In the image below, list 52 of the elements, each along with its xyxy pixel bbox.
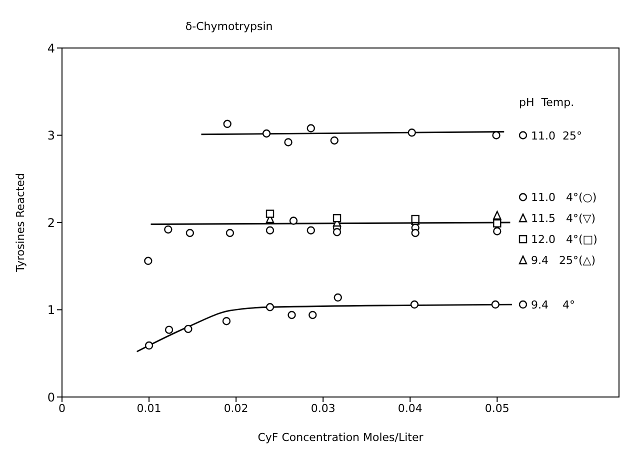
point [332, 228, 342, 236]
legend-label: 9.4 4° [531, 298, 575, 312]
legend-label: 11.0 4°(○) [531, 191, 597, 204]
point [493, 219, 502, 228]
point [491, 300, 500, 309]
point [164, 326, 174, 334]
point [408, 128, 416, 137]
point [262, 129, 271, 138]
x-tick-label: 0 [58, 402, 66, 415]
y-axis-title: Tyrosines Reacted [14, 172, 27, 274]
legend-label: 11.5 4°(▽) [531, 212, 596, 226]
chart-title: δ-Chymotrypsin [185, 20, 273, 33]
line-series [136, 304, 513, 352]
point [186, 228, 194, 238]
point [411, 228, 420, 238]
point [493, 227, 502, 236]
legend-label: 11.0 25° [531, 129, 582, 142]
point [266, 210, 274, 218]
legend-title: pH Temp. [519, 96, 574, 109]
x-tick-label: 0.03 [310, 402, 336, 415]
point [266, 226, 274, 234]
point [284, 138, 292, 146]
point [288, 310, 296, 320]
point [144, 341, 154, 350]
point [306, 124, 316, 132]
point [144, 256, 152, 265]
y-tick-label: 2 [47, 216, 55, 230]
legend-label: 9.4 25°(△) [531, 254, 596, 268]
point [493, 210, 502, 220]
y-tick-label: 1 [47, 303, 55, 318]
x-tick-label: 0.05 [484, 402, 510, 415]
point [308, 310, 317, 320]
y-tick-label: 3 [47, 128, 55, 143]
point [332, 214, 342, 222]
point [289, 216, 298, 225]
x-axis-title: CyF Concentration Moles/Liter [258, 431, 424, 444]
point [164, 225, 172, 234]
point [266, 303, 274, 312]
y-tick-label: 4 [47, 41, 55, 56]
point [410, 300, 419, 309]
point [222, 316, 231, 326]
point [184, 324, 192, 334]
y-tick-label: 0 [47, 390, 55, 404]
point [226, 228, 234, 238]
point [306, 226, 316, 234]
legend-label: 12.0 4°(□) [531, 233, 598, 246]
point [223, 120, 232, 128]
x-tick-label: 0.04 [398, 402, 422, 415]
x-tick-label: 0.01 [136, 402, 162, 415]
x-tick-label: 0.02 [224, 402, 248, 415]
point [334, 293, 342, 302]
point [330, 136, 339, 145]
